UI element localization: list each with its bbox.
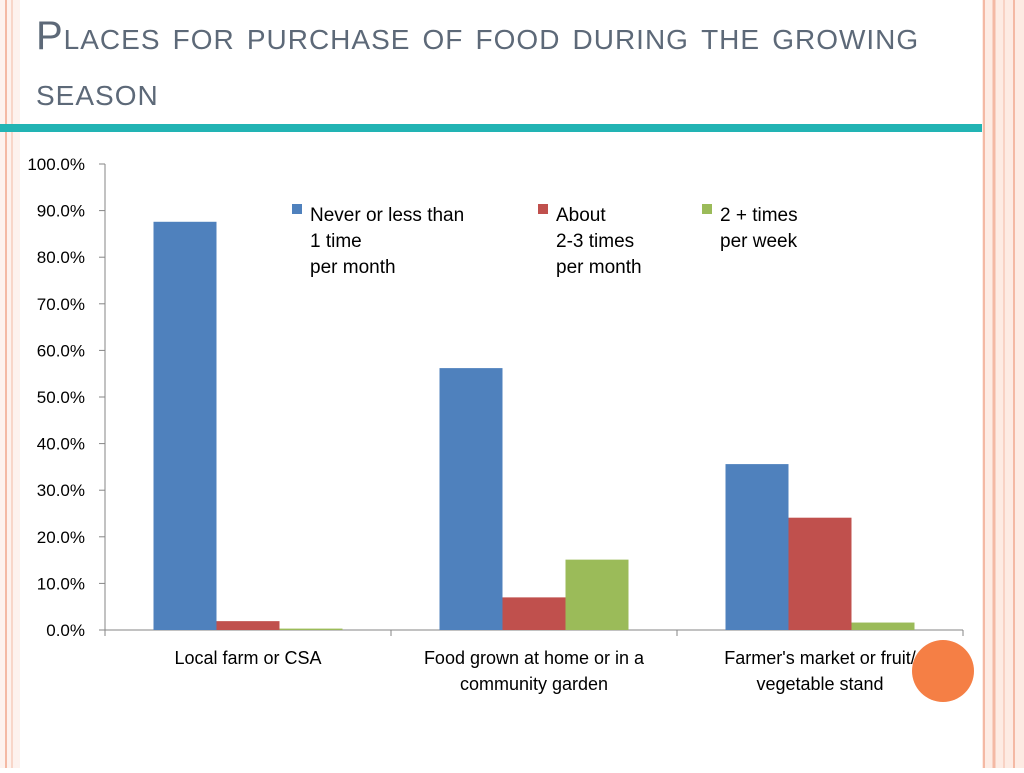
legend-label: Never or less than 1 time per month (310, 205, 464, 278)
y-tick-label: 60.0% (37, 341, 85, 360)
bar (439, 368, 503, 630)
y-tick-label: 40.0% (37, 435, 85, 454)
bar-chart: 0.0% 10.0% 20.0% 30.0% 40.0% 50.0% 60.0% 70.0% 8… (27, 155, 964, 694)
y-tick-label: 90.0% (37, 202, 85, 221)
slide-title: Places for purchase of food during the g… (36, 14, 920, 114)
legend-swatch (538, 204, 548, 214)
bar (502, 597, 566, 630)
decorative-circle (912, 640, 974, 702)
title-divider (0, 124, 982, 132)
bar (788, 517, 852, 630)
y-tick-label: 20.0% (37, 528, 85, 547)
y-tick-label: 80.0% (37, 248, 85, 267)
bar (725, 464, 789, 630)
y-tick-label: 70.0% (37, 295, 85, 314)
legend-swatch (702, 204, 712, 214)
bar (153, 221, 217, 630)
y-tick-label: 50.0% (37, 388, 85, 407)
x-category-label: Food grown at home or in a community gard… (424, 648, 645, 694)
legend-label: About 2-3 times per month (556, 205, 642, 278)
y-tick-label: 10.0% (37, 574, 85, 593)
bar (279, 628, 343, 630)
x-category-label: Farmer's market or fruit/vegetable stand (724, 648, 915, 694)
y-tick-label: 30.0% (37, 481, 85, 500)
bar (851, 622, 915, 630)
bar (216, 621, 280, 630)
legend-label: 2 + times per week (720, 205, 798, 252)
x-category-label: Local farm or CSA (174, 648, 321, 668)
legend-swatch (292, 204, 302, 214)
bar (565, 559, 629, 630)
slide-border-right (982, 0, 1024, 768)
y-tick-label: 100.0% (27, 155, 85, 174)
y-tick-label: 0.0% (46, 621, 85, 640)
